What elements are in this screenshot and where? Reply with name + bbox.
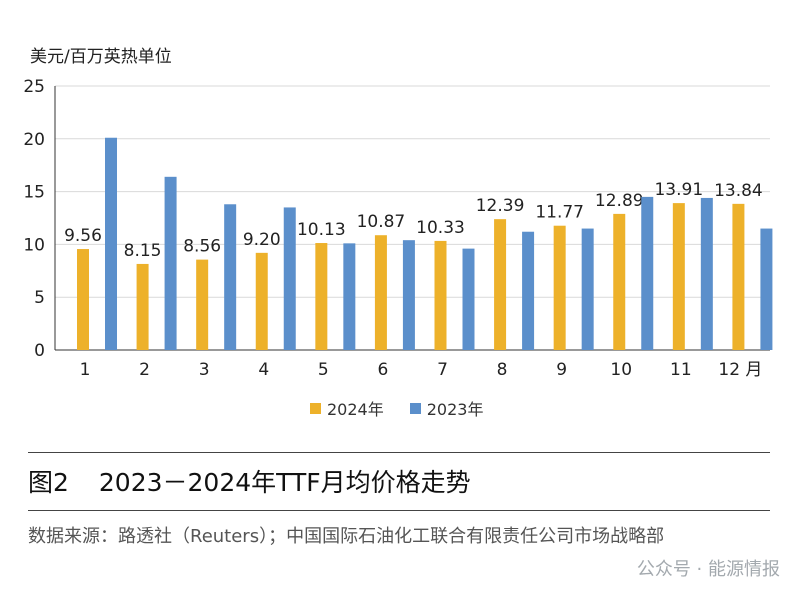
data-label: 9.56 (64, 226, 102, 246)
data-label: 13.91 (654, 180, 703, 200)
data-label: 12.39 (476, 196, 525, 216)
bar-2024-11 (672, 203, 685, 350)
legend-swatch-2024 (310, 402, 321, 414)
legend-label-2023: 2023年 (426, 400, 484, 419)
y-axis-title: 美元/百万英热单位 (30, 47, 172, 67)
data-label: 8.15 (124, 241, 162, 261)
bar-2024-3 (196, 259, 209, 350)
x-tick-label: 12 月 (718, 360, 762, 380)
bar-2023-9 (581, 228, 594, 350)
bar-2024-9 (553, 225, 566, 350)
bar-2023-11 (700, 197, 713, 350)
y-tick-label: 0 (34, 341, 45, 361)
y-tick-label: 20 (23, 130, 45, 150)
bar-2023-4 (283, 207, 296, 350)
x-tick-label: 7 (437, 360, 448, 380)
bar-2023-6 (402, 240, 415, 350)
bar-2024-4 (255, 252, 268, 350)
chart-legend: 2024年 2023年 (310, 396, 483, 420)
y-tick-label: 5 (34, 288, 45, 308)
legend-label-2024: 2024年 (327, 400, 384, 419)
x-tick-label: 9 (556, 360, 567, 380)
figure-title: 图2 2023－2024年TTF月均价格走势 (28, 463, 471, 499)
bar-chart: 0 5 10 15 20 25 1 9.56 2 8.15 3 8.56 4 9.20 5 10.13 6 10.… (23, 77, 773, 380)
figure-title-text: 2023－2024年TTF月均价格走势 (98, 468, 471, 497)
bar-2024-8 (494, 219, 507, 350)
data-label: 11.77 (535, 203, 584, 223)
x-tick-label: 4 (258, 360, 269, 380)
x-tick-label: 2 (139, 360, 150, 380)
legend-swatch-2023 (409, 402, 421, 414)
y-tick-label: 10 (23, 235, 45, 255)
bar-2024-1 (77, 249, 89, 350)
data-label: 9.20 (243, 230, 281, 250)
data-source-note: 数据来源：路透社（Reuters）；中国国际石油化工联合有限责任公司市场战略部 (28, 526, 665, 547)
y-tick-label: 25 (23, 77, 45, 97)
data-label: 10.33 (416, 218, 465, 238)
data-label: 10.13 (297, 220, 346, 240)
legend-item-2024: 2024年 (310, 396, 384, 420)
bar-2024-10 (613, 213, 626, 350)
x-tick-label: 6 (378, 360, 389, 380)
caption-bottom-rule (28, 510, 770, 511)
bar-2024-7 (434, 240, 447, 350)
bar-2023-2 (164, 176, 177, 350)
bar-2023-5 (343, 243, 356, 350)
bar-2023-8 (522, 231, 535, 350)
x-tick-label: 1 (80, 360, 91, 380)
figure-number: 图2 (28, 468, 69, 497)
bar-2024-5 (315, 243, 328, 350)
bar-2024-6 (374, 235, 387, 350)
x-tick-label: 3 (199, 360, 210, 380)
data-label: 8.56 (183, 237, 221, 257)
bar-2023-12 (760, 228, 773, 350)
bar-2023-7 (462, 248, 475, 350)
bar-2023-1 (105, 137, 117, 350)
bar-2024-12 (732, 203, 745, 350)
x-tick-label: 10 (610, 360, 632, 380)
bar-2023-3 (224, 204, 237, 350)
watermark-text: 公众号 · 能源情报 (636, 559, 780, 580)
x-tick-label: 11 (670, 360, 692, 380)
data-label: 13.84 (714, 181, 763, 201)
bar-2024-2 (136, 263, 149, 350)
data-label: 12.89 (595, 191, 644, 211)
legend-item-2023: 2023年 (409, 396, 484, 420)
x-tick-label: 5 (318, 360, 329, 380)
caption-top-rule (28, 452, 770, 453)
x-tick-label: 8 (497, 360, 508, 380)
y-tick-label: 15 (23, 183, 45, 203)
bar-2023-10 (641, 196, 654, 350)
data-label: 10.87 (357, 212, 406, 232)
